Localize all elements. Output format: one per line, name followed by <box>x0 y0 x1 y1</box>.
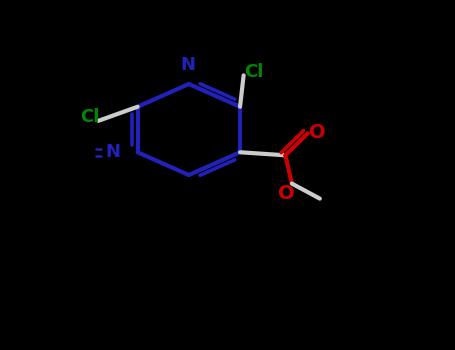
Text: N: N <box>180 56 195 74</box>
Text: Cl: Cl <box>80 107 99 126</box>
Text: N: N <box>105 143 120 161</box>
Text: Cl: Cl <box>244 63 263 81</box>
Text: O: O <box>308 123 325 142</box>
Text: O: O <box>278 184 295 203</box>
